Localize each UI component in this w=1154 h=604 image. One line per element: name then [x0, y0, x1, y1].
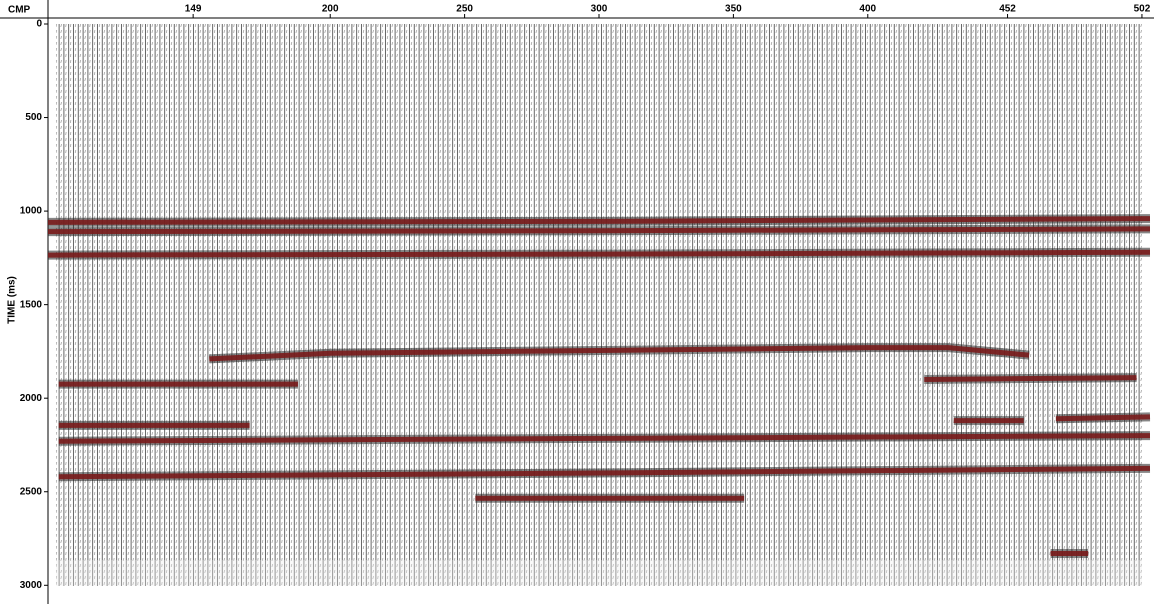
reflector: [924, 378, 1136, 380]
reflector: [48, 229, 1150, 232]
x-tick-label: 350: [725, 4, 742, 15]
x-tick-label: 452: [999, 4, 1016, 15]
trace-shade: [56, 560, 1142, 586]
y-tick-label: 2000: [20, 393, 43, 404]
reflector: [1056, 417, 1150, 419]
seismic-section: CMP TIME (ms) 149 200 250 300 350 400 452 502 0 5…: [0, 0, 1154, 604]
x-tick-label: 200: [322, 4, 339, 15]
x-tick-label: 250: [456, 4, 473, 15]
x-tick-label: 502: [1134, 4, 1151, 15]
y-tick-label: 2500: [20, 486, 43, 497]
y-tick-label: 1000: [20, 206, 43, 217]
y-tick-label: 3000: [20, 580, 43, 591]
x-axis-label: CMP: [8, 5, 31, 16]
reflector: [48, 252, 1150, 255]
y-axis-label: TIME (ms): [7, 276, 18, 324]
y-tick-label: 0: [36, 19, 42, 30]
x-tick-label: 149: [185, 4, 202, 15]
x-tick-label: 400: [859, 4, 876, 15]
y-tick-label: 1500: [20, 299, 43, 310]
y-tick-label: 500: [25, 112, 42, 123]
x-tick-label: 300: [591, 4, 608, 15]
